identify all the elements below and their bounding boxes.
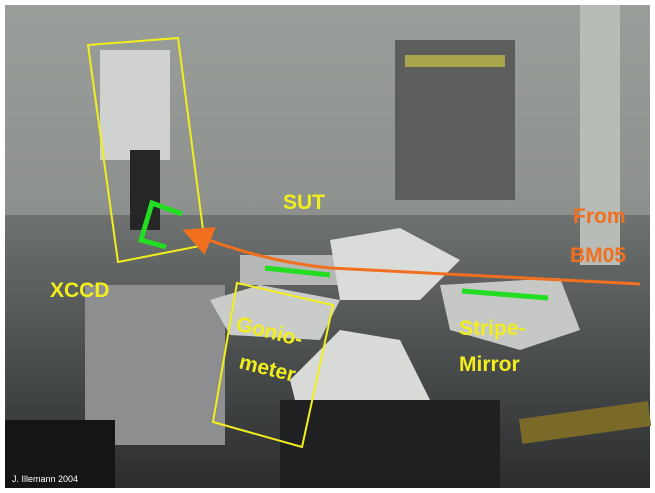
xccd-label: XCCD (50, 279, 110, 302)
photo-credit: J. Illemann 2004 (12, 474, 78, 484)
from-label: BM05 (570, 244, 626, 267)
page: {"labels": { "sut": "SUT", "from_line1":… (0, 0, 655, 493)
from-label: From (573, 205, 626, 228)
sut-label: SUT (283, 191, 325, 214)
mirror-label: Mirror (459, 353, 520, 376)
mirror-label: Stripe- (459, 317, 526, 340)
annotated-photo: SUT From BM05 XCCD Gonio- meter Stripe- … (0, 0, 655, 493)
photo-scene (5, 5, 651, 488)
